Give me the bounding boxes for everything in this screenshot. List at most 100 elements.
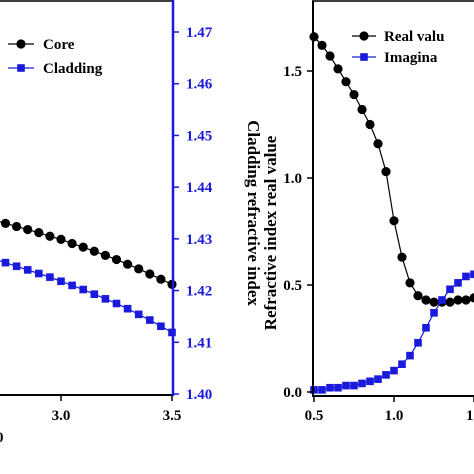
right-series-1-point-8 [374,375,382,383]
right-series-0-point-11 [397,252,407,262]
left-legend: Core Cladding [8,37,103,77]
right-x-tick-label-0: 0.5 [305,408,324,424]
left-series-1-point-25 [112,299,121,308]
left-y-tick-label-7: 1.47 [186,25,213,41]
right-series-1-point-5 [350,381,358,390]
left-series-1-point-27 [134,310,143,319]
left-y-tick-label-1: 1.41 [186,335,212,351]
left-series-0-point-23 [89,246,99,256]
right-series-1-point-15 [430,309,438,317]
right-series-1-point-12 [406,351,414,360]
left-series-0-point-25 [111,254,122,265]
left-series-0-point-19 [45,231,55,241]
left-y-tick-label-3: 1.43 [186,232,212,248]
right-series-0-point-7 [365,119,375,130]
left-series-0-point-28 [145,269,155,279]
left-y-tick-label-0: 1.40 [186,387,212,403]
left-legend-marker-1 [17,64,25,72]
right-series-0-point-1 [317,40,327,50]
right-legend-marker-1 [360,53,368,61]
left-series-0-point-16 [12,221,22,232]
right-series-0-point-9 [381,166,391,177]
right-series-0-point-15 [429,297,439,307]
right-legend-label-0: Real valu [384,29,444,45]
left-series-1-point-21 [68,281,76,290]
right-series-1-point-19 [462,272,470,281]
left-series-1-point-15 [1,258,10,267]
right-legend: Real valu Imagina [352,29,444,66]
left-series-0-point-27 [134,264,144,274]
left-y-tick-label-4: 1.44 [186,180,213,196]
right-series-1-point-7 [366,377,374,386]
left-series-0-point-20 [56,234,66,244]
left-axes: 2.53.03.501.401.411.421.431.441.451.461.… [0,0,213,446]
left-series-1-point-26 [123,304,132,313]
right-legend-label-1: Imagina [384,50,438,66]
left-series-0-point-17 [23,224,33,235]
left-series-1-point-24 [101,295,110,303]
right-series-0-point-3 [333,64,343,74]
left-series-1-point-16 [12,262,21,271]
left-series-0-point-22 [78,242,88,252]
left-panel: 2.53.03.501.401.411.421.431.441.451.461.… [0,0,263,446]
right-series-1-point-3 [334,383,342,392]
right-series-1-point-6 [358,379,366,388]
right-series-1-point-2 [326,383,334,392]
left-series-1-point-19 [46,273,54,281]
right-y-axis-title: Refractive index real value [261,135,280,330]
right-series-0-point-13 [413,291,423,301]
right-series-0-point-6 [357,104,367,115]
right-series-1-point-14 [422,324,430,332]
left-series-0-point-24 [100,250,110,261]
right-series-1-point-9 [382,371,390,379]
left-series-0-point-26 [123,259,133,269]
left-y-tick-label-6: 1.46 [186,77,213,93]
left-series-0-point-29 [156,274,166,284]
left-y-tick-label-2: 1.42 [186,284,212,300]
left-series-1-point-22 [79,285,87,294]
right-series-0-point-18 [453,295,463,305]
left-legend-marker-0 [16,39,26,49]
right-y-tick-label-2: 1.0 [283,171,302,187]
right-series-line-0 [313,36,474,303]
right-x-partial-label: 1 [466,408,474,424]
right-series-0-point-8 [373,139,383,149]
left-series-1-point-18 [35,269,43,278]
left-series-1-point-17 [23,266,32,274]
left-y-tick-label-5: 1.45 [186,128,212,144]
right-series-0-point-4 [341,77,351,87]
right-plot-marks [309,32,474,394]
left-plot-marks [0,218,177,337]
right-series-1-point-1 [318,386,326,394]
right-x-tick-label-1: 1.0 [385,408,404,424]
right-series-0-point-14 [421,295,431,305]
right-series-0-point-20 [469,293,474,303]
right-series-0-point-5 [349,89,359,100]
right-series-1-point-20 [470,270,474,279]
left-x-tick-label-2: 3.5 [163,408,182,424]
left-series-0-point-21 [67,238,77,249]
left-series-0-point-18 [34,228,44,238]
right-series-1-point-18 [454,279,462,287]
right-series-1-point-16 [438,296,446,304]
left-x-tick-label-1: 3.0 [52,408,71,424]
right-series-0-point-2 [325,51,335,61]
left-legend-label-1: Cladding [43,61,103,77]
right-y-tick-label-0: 0.0 [283,385,302,401]
left-y-axis-title: Cladding refractive index [244,120,263,306]
right-series-1-point-4 [342,381,350,390]
right-series-0-point-12 [405,278,415,288]
right-series-1-point-11 [398,360,406,368]
right-series-0-point-19 [461,295,471,305]
right-legend-marker-0 [359,31,369,41]
left-series-0-point-15 [0,218,11,228]
right-series-1-point-13 [414,338,422,347]
right-series-0-point-10 [389,216,399,226]
left-legend-label-0: Core [43,37,75,53]
right-series-1-point-10 [390,366,398,375]
left-series-1-point-23 [90,290,99,298]
left-series-1-point-29 [157,322,165,331]
right-y-tick-label-3: 1.5 [283,64,302,80]
left-series-1-point-20 [57,277,65,286]
